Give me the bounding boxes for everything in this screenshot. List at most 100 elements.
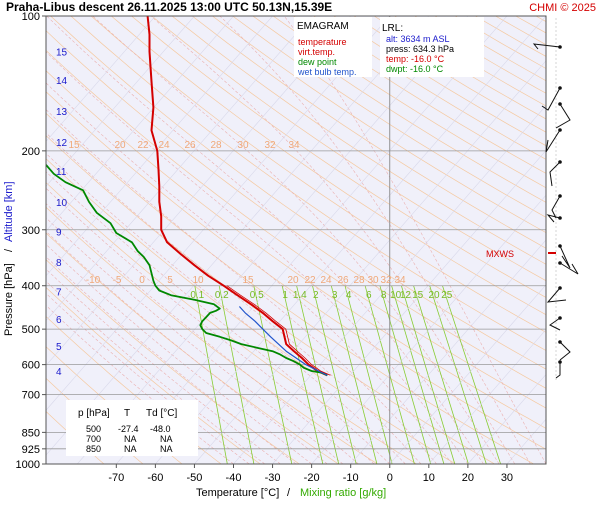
data-table: p [hPa] T Td [°C] 500 -27.4 -48.0 700 NA… — [66, 400, 198, 456]
x-tick-label: 0 — [387, 472, 393, 484]
mixing-ratio-label: 0.2 — [215, 290, 229, 301]
mixing-ratio-label: 25 — [441, 290, 453, 301]
wind-barb-dot — [558, 316, 562, 320]
wind-barb-dot — [558, 286, 562, 290]
legend-virt-temp: virt.temp. — [298, 47, 335, 57]
wind-barb-dot — [558, 216, 562, 220]
x-axis-separator: / — [287, 487, 291, 499]
x-tick-label: -60 — [147, 472, 163, 484]
legend-wet-bulb: wet bulb temp. — [297, 67, 357, 77]
table-header-td: Td [°C] — [146, 408, 177, 419]
adiabat-label: 0 — [139, 275, 145, 286]
credit-text: CHMI © 2025 — [529, 2, 596, 14]
y-axis-label: Pressure [hPa] — [3, 263, 15, 336]
wind-barb — [548, 288, 566, 302]
adiabat-label: 28 — [210, 140, 222, 151]
y-tick-label: 700 — [22, 390, 40, 402]
wind-barb — [550, 318, 560, 330]
legend-box: EMAGRAM temperature virt.temp. dew point… — [294, 17, 372, 77]
altitude-label: 14 — [56, 76, 68, 87]
legend-dew-point: dew point — [298, 57, 337, 67]
mixing-ratio-label: 3 — [332, 290, 338, 301]
y-tick-label: 850 — [22, 427, 40, 439]
wind-barb-dot — [558, 340, 562, 344]
adiabat-label: 22 — [137, 140, 149, 151]
altitude-label: 9 — [56, 228, 62, 239]
adiabat-label: 5 — [167, 275, 173, 286]
diagonal-grid-line — [546, 16, 600, 464]
mixing-ratio-label: 15 — [412, 290, 424, 301]
x-tick-label: 20 — [462, 472, 474, 484]
y-tick-label: 925 — [22, 444, 40, 456]
altitude-label: 4 — [56, 367, 62, 378]
x-tick-label: -20 — [304, 472, 320, 484]
adiabat-label: 28 — [353, 275, 365, 286]
adiabat-label: 32 — [264, 140, 276, 151]
x-tick-label: 10 — [423, 472, 435, 484]
x-tick-label: -70 — [108, 472, 124, 484]
adiabat-label: -10 — [86, 275, 101, 286]
table-row-p: 500 — [86, 424, 101, 434]
altitude-label: 11 — [56, 167, 67, 178]
adiabat-label: 24 — [320, 275, 332, 286]
wind-barb-dot — [558, 261, 562, 265]
altitude-label: 12 — [56, 138, 68, 149]
adiabat-label: 15 — [242, 275, 254, 286]
mixing-ratio-label: 20 — [428, 290, 440, 301]
y-tick-label: 500 — [22, 324, 40, 336]
altitude-label: 15 — [56, 47, 68, 58]
wind-barb-dot — [558, 160, 562, 164]
lrl-altitude: alt: 3634 m ASL — [386, 34, 450, 44]
table-row-td: NA — [160, 444, 173, 454]
y-tick-label: 200 — [22, 146, 40, 158]
chart-title: Praha-Libus descent 26.11.2025 13:00 UTC… — [6, 0, 332, 14]
y-tick-label: 400 — [22, 281, 40, 293]
table-header-t: T — [124, 408, 130, 419]
altitude-label: 8 — [56, 258, 62, 269]
wind-barb-dot — [558, 194, 562, 198]
wind-barb — [548, 215, 560, 222]
table-row-t: -27.4 — [118, 424, 139, 434]
adiabat-label: 20 — [114, 140, 126, 151]
lrl-box: LRL: alt: 3634 m ASL press: 634.3 hPa te… — [380, 17, 484, 77]
wind-barb-dot — [558, 128, 562, 132]
altitude-label: 6 — [56, 315, 62, 326]
wind-barb-dot — [558, 45, 562, 49]
adiabat-label: 34 — [394, 275, 406, 286]
adiabat-label: 34 — [288, 140, 300, 151]
adiabat-label: 32 — [380, 275, 392, 286]
altitude-label: 7 — [56, 287, 62, 298]
adiabat-label: 22 — [304, 275, 316, 286]
legend-temperature: temperature — [298, 37, 347, 47]
wind-barb — [560, 342, 570, 360]
lrl-pressure: press: 634.3 hPa — [386, 44, 454, 54]
mixing-ratio-label: 1 — [282, 290, 288, 301]
mxws-label: MXWS — [486, 249, 514, 259]
adiabat-label: 20 — [287, 275, 299, 286]
wind-barb-dot — [558, 360, 562, 364]
wind-barb — [550, 162, 560, 186]
x-tick-label: -30 — [265, 472, 281, 484]
table-row-p: 850 — [86, 444, 101, 454]
x-axis-title: Temperature [°C] / Mixing ratio [g/kg] — [196, 487, 386, 499]
wind-barb-dot — [558, 102, 562, 106]
mixing-ratio-label: 4 — [346, 290, 352, 301]
wind-barb — [546, 130, 560, 152]
wind-barb — [560, 246, 570, 268]
adiabat-label: 26 — [184, 140, 196, 151]
table-row-t: NA — [124, 434, 137, 444]
y-tick-label: 600 — [22, 360, 40, 372]
lrl-temp: temp: -16.0 °C — [386, 54, 445, 64]
adiabat-label: 10 — [192, 275, 204, 286]
wind-barb-dot — [558, 244, 562, 248]
y-axis-separator: / — [3, 248, 15, 252]
table-row-td: -48.0 — [150, 424, 171, 434]
mixing-ratio-label: 0.1 — [190, 290, 204, 301]
table-row-td: NA — [160, 434, 173, 444]
wind-barb-dot — [558, 86, 562, 90]
adiabat-label: 30 — [237, 140, 249, 151]
mixing-ratio-label: 1.4 — [293, 290, 307, 301]
x-tick-label: -40 — [226, 472, 242, 484]
